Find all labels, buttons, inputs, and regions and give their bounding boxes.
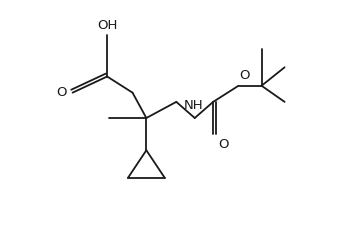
Text: O: O <box>56 86 67 99</box>
Text: OH: OH <box>97 19 117 32</box>
Text: O: O <box>218 138 228 151</box>
Text: NH: NH <box>184 99 203 112</box>
Text: O: O <box>240 69 250 82</box>
